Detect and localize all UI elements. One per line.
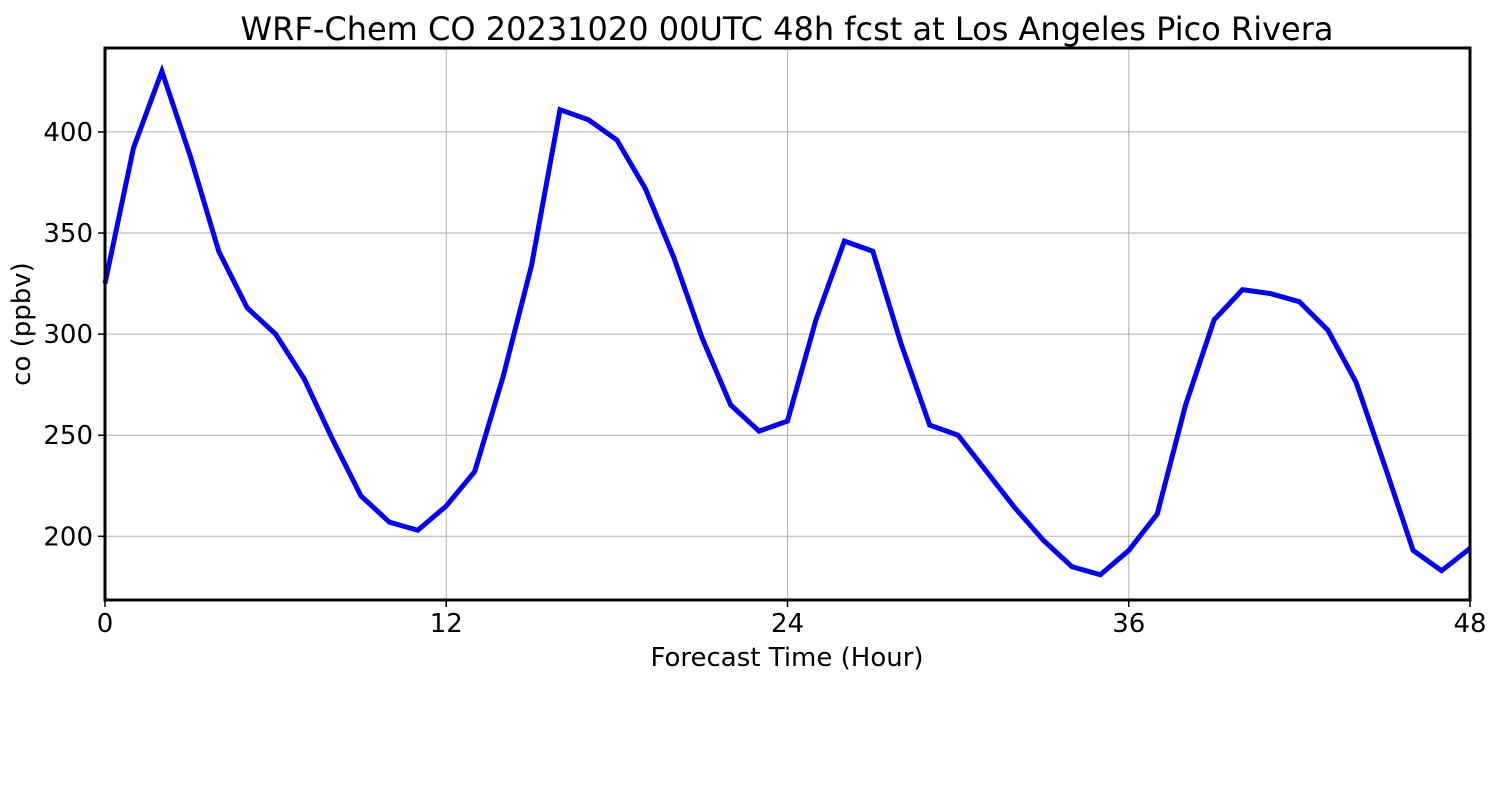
series-layer — [102, 63, 1472, 578]
x-tick-label: 48 — [1453, 609, 1486, 639]
y-tick-label: 300 — [43, 320, 93, 350]
x-tick-label: 24 — [771, 609, 804, 639]
y-tick-label: 400 — [43, 118, 93, 148]
y-axis-label: co (ppbv) — [7, 262, 37, 386]
y-tick-label: 350 — [43, 219, 93, 249]
x-tick-label: 12 — [430, 609, 463, 639]
x-tick-label: 36 — [1112, 609, 1145, 639]
y-tick-label: 200 — [43, 522, 93, 552]
x-axis-ticks: 0 12 24 36 48 — [97, 600, 1487, 639]
grid-lines — [104, 48, 1471, 600]
x-axis-label: Forecast Time (Hour) — [650, 643, 923, 673]
y-tick-label: 250 — [43, 421, 93, 451]
co-series-line — [102, 63, 1472, 578]
x-tick-label: 0 — [97, 609, 114, 639]
y-axis-ticks: 200 250 300 350 400 — [43, 118, 105, 552]
chart-title: WRF-Chem CO 20231020 00UTC 48h fcst at L… — [241, 10, 1334, 48]
